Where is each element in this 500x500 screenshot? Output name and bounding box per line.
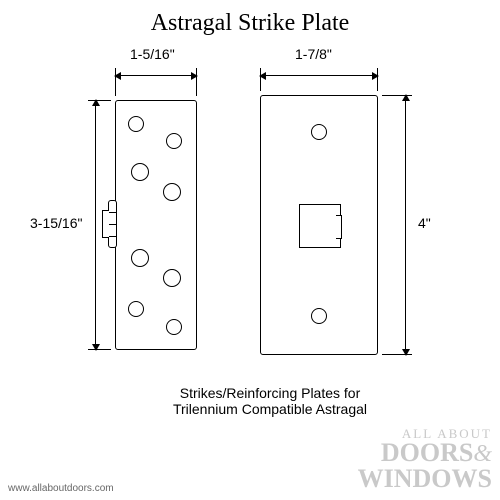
ext-line	[382, 95, 412, 96]
dim-left-width-label: 1-5/16"	[130, 46, 175, 62]
screw-hole	[131, 163, 149, 181]
dim-left-height-line	[95, 100, 96, 350]
right-plate	[260, 95, 378, 355]
screw-hole	[311, 308, 327, 324]
ext-line	[115, 68, 116, 96]
ext-line	[88, 349, 111, 350]
screw-hole	[166, 133, 182, 149]
ext-line	[382, 354, 412, 355]
screw-hole	[128, 116, 144, 132]
watermark-logo: ALL ABOUT DOORS& WINDOWS	[358, 427, 492, 492]
dim-left-width-line	[115, 75, 197, 76]
ext-line	[88, 100, 111, 101]
ext-line	[377, 68, 378, 91]
screw-hole	[311, 124, 327, 140]
footer-url: www.allaboutdoors.com	[8, 483, 114, 494]
screw-hole	[163, 183, 181, 201]
hinge-pin	[108, 200, 117, 248]
dim-right-width-line	[260, 75, 378, 76]
left-plate	[115, 100, 197, 350]
caption-line-2: Trilennium Compatible Astragal	[120, 401, 420, 417]
latch-cutout	[299, 204, 341, 248]
dim-right-width-label: 1-7/8"	[295, 46, 332, 62]
diagram-title: Astragal Strike Plate	[0, 0, 500, 37]
hinge-flap	[102, 210, 109, 238]
watermark-windows: WINDOWS	[358, 466, 492, 492]
screw-hole	[166, 319, 182, 335]
ext-line	[260, 68, 261, 91]
diagram-caption: Strikes/Reinforcing Plates for Trilenniu…	[120, 385, 420, 417]
ext-line	[196, 68, 197, 96]
dim-right-height-label: 4"	[418, 215, 431, 231]
screw-hole	[131, 249, 149, 267]
caption-line-1: Strikes/Reinforcing Plates for	[120, 385, 420, 401]
screw-hole	[128, 301, 144, 317]
dim-right-height-line	[405, 95, 406, 355]
dim-left-height-label: 3-15/16"	[30, 215, 82, 231]
watermark-doors: DOORS	[381, 438, 473, 467]
screw-hole	[163, 269, 181, 287]
